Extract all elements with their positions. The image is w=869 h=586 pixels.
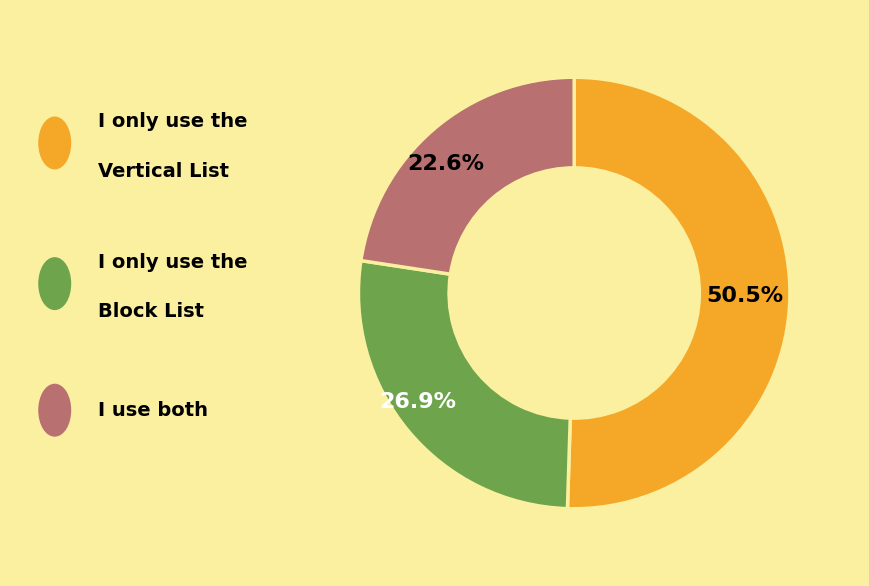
Text: 50.5%: 50.5% — [706, 286, 782, 306]
Wedge shape — [567, 77, 789, 509]
Text: 26.9%: 26.9% — [378, 392, 455, 412]
Wedge shape — [361, 77, 574, 274]
Text: Vertical List: Vertical List — [97, 162, 229, 180]
Text: Block List: Block List — [97, 302, 203, 321]
Wedge shape — [358, 261, 569, 509]
Circle shape — [39, 258, 70, 309]
Circle shape — [39, 384, 70, 436]
Text: I only use the: I only use the — [97, 253, 247, 272]
Text: I use both: I use both — [97, 401, 208, 420]
Text: I only use the: I only use the — [97, 113, 247, 131]
Text: 22.6%: 22.6% — [407, 154, 484, 173]
Circle shape — [39, 117, 70, 169]
